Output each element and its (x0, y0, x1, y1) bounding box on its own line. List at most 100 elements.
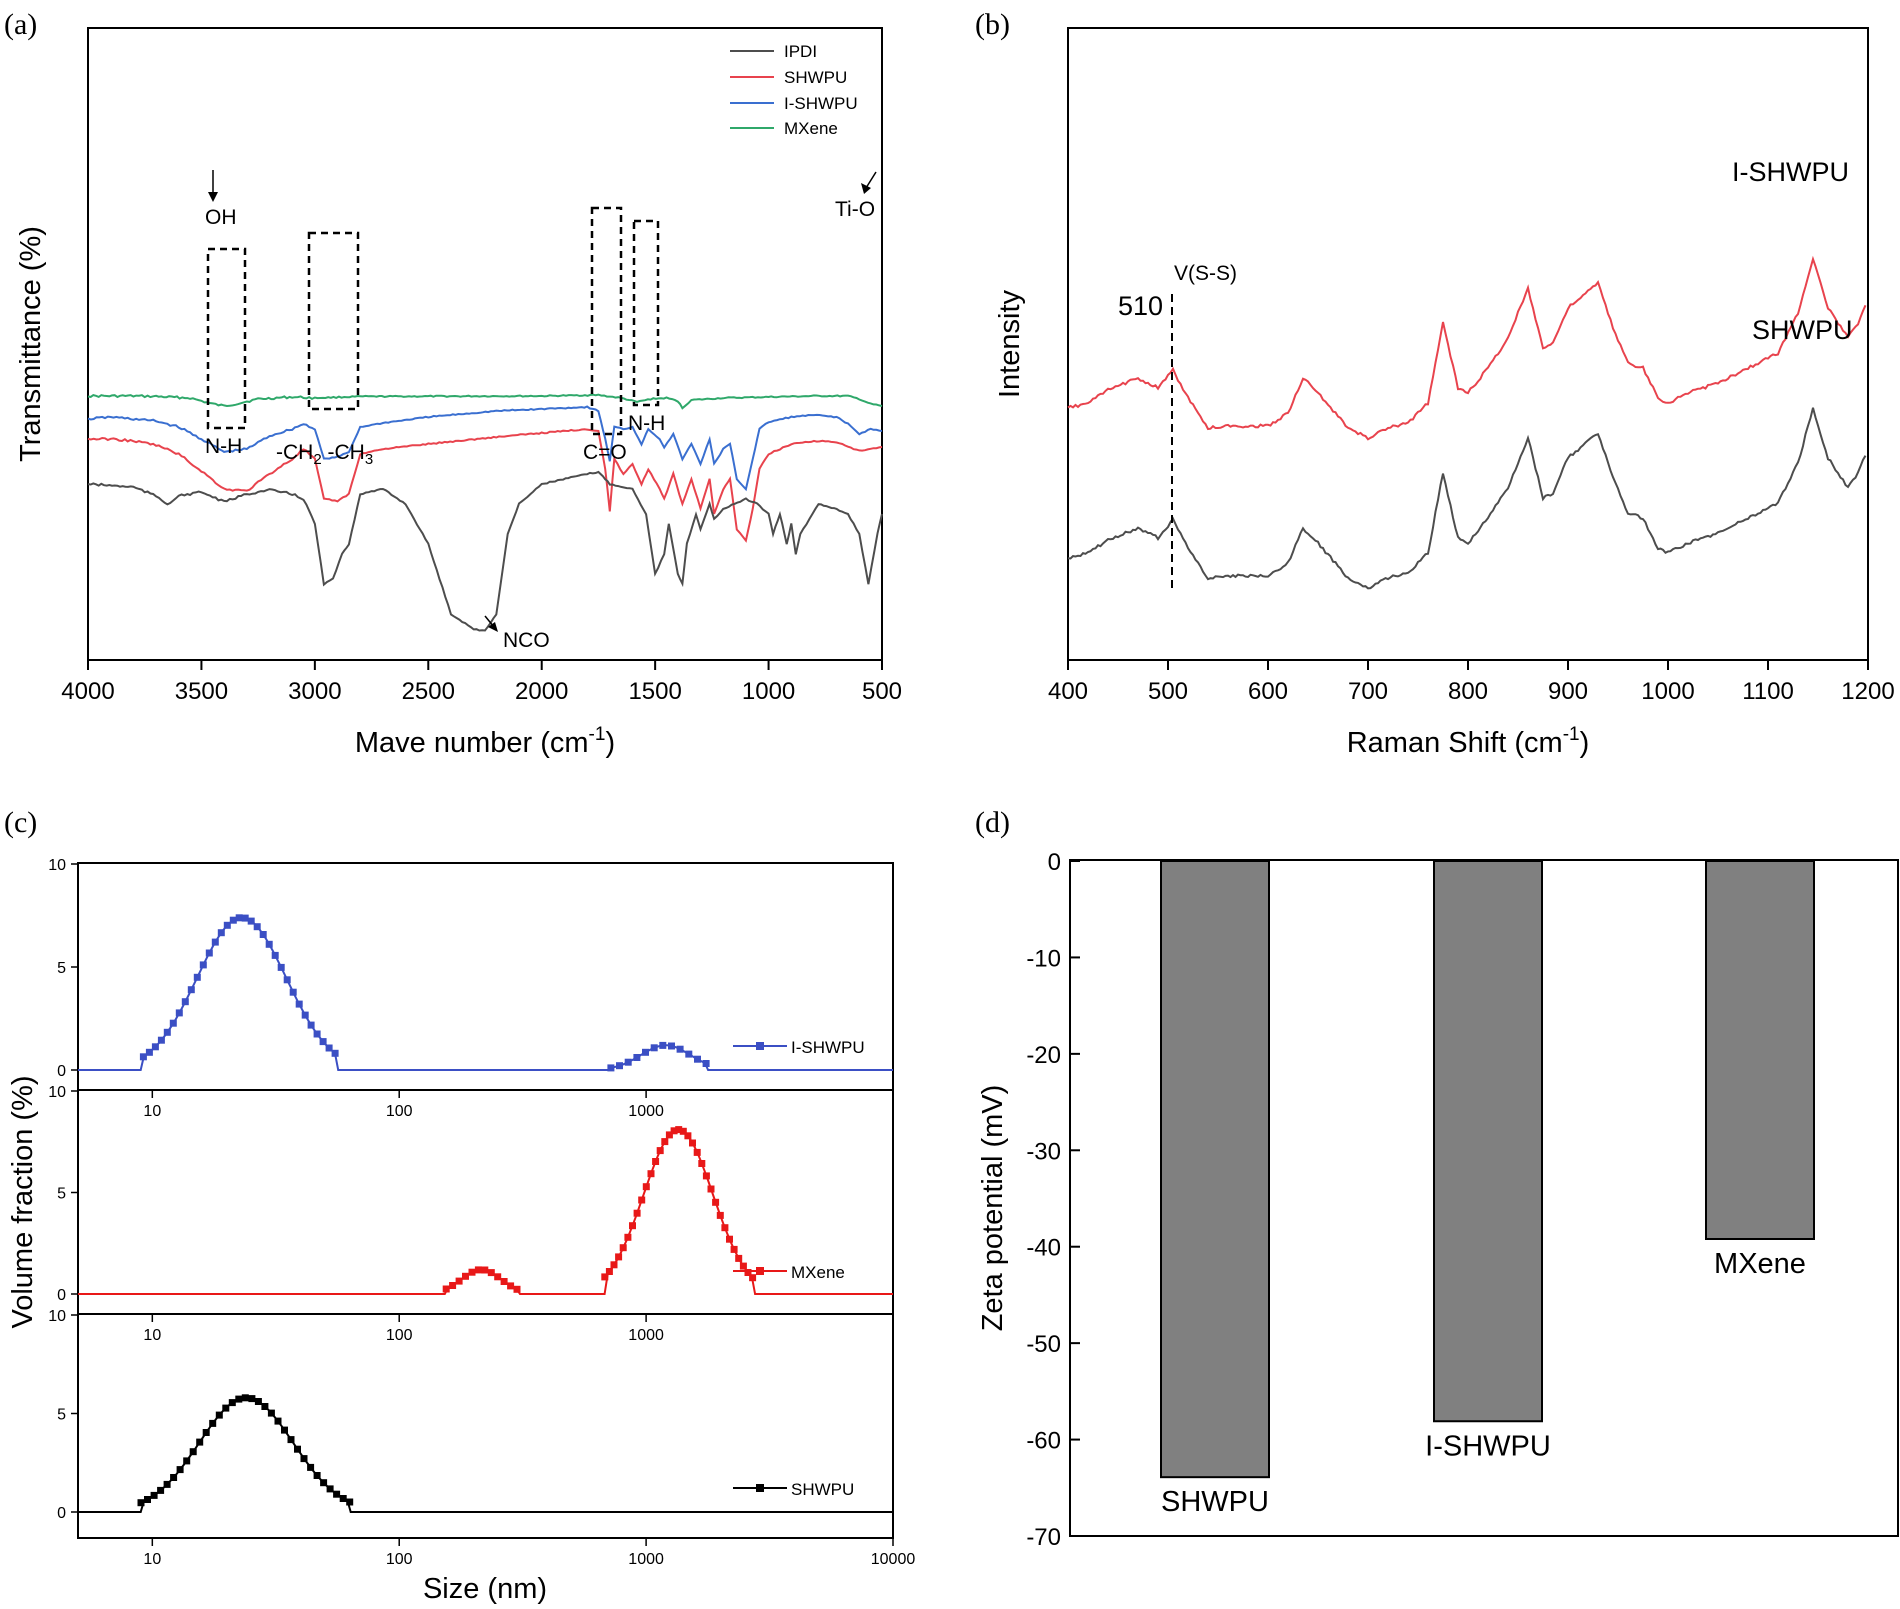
dls-marker-i-shwpu (642, 1048, 649, 1056)
dls-marker-i-shwpu (624, 1058, 632, 1066)
legend-label-ishwpu: I-SHWPU (784, 94, 858, 113)
annotation-nh-1: N-H (205, 435, 242, 458)
dls-marker-i-shwpu (253, 923, 261, 931)
dls-marker-mxene (647, 1170, 655, 1178)
dls-marker-mxene (513, 1285, 521, 1293)
y-axis-label-b: Intensity (994, 290, 1026, 398)
x-tick-label-c: 100 (386, 1327, 413, 1344)
bar-i-shwpu (1433, 860, 1543, 1423)
dls-marker-shwpu (163, 1480, 171, 1488)
annotation-ti-o: Ti-O (835, 198, 875, 221)
dls-marker-i-shwpu (650, 1044, 658, 1052)
dls-marker-mxene (487, 1269, 495, 1277)
panel-b: (b) 400 500 600 700 800 900 1000 1100 1200 510 V… (975, 8, 1895, 759)
dls-marker-i-shwpu (187, 986, 195, 994)
dls-marker-i-shwpu (247, 917, 255, 925)
dls-content: 0 5 10 10 100 1000 I-SHWPU 0 5 10 10 100 1000 MXene 0 5… (48, 857, 915, 1568)
x-tick-label-a: 1500 (628, 678, 681, 705)
dls-marker-mxene (624, 1233, 632, 1241)
panel-letter-a: (a) (4, 8, 37, 41)
plot-frame-b (1067, 27, 1869, 661)
x-tick-label-c: 1000 (628, 1327, 664, 1344)
box-nh-2 (632, 219, 660, 407)
legend-label-ipdi: IPDI (784, 42, 817, 61)
dls-marker-mxene (449, 1282, 457, 1289)
x-tick-label-c: 1000 (628, 1551, 664, 1568)
dls-marker-shwpu (274, 1417, 282, 1425)
dls-marker-i-shwpu (217, 929, 225, 937)
dls-marker-mxene (721, 1224, 729, 1232)
x-tick-label-b: 700 (1348, 678, 1388, 705)
raman-line-i-shwpu (1067, 255, 1867, 441)
dls-marker-mxene (494, 1273, 502, 1281)
y-tick-label-c: 5 (57, 960, 66, 977)
x-tick-label-b: 1100 (1742, 678, 1794, 705)
raman-series (1067, 255, 1867, 590)
annotation-ch2-ch3: -CH2 -CH3 (276, 441, 373, 468)
x-tick-label-a: 2500 (402, 678, 455, 705)
y-axis-label-a: Transmittance (%) (15, 226, 47, 462)
y-tick-label-c: 10 (48, 1084, 66, 1101)
panel-letter-c: (c) (4, 806, 37, 839)
dls-marker-i-shwpu (229, 916, 237, 924)
dls-marker-i-shwpu (331, 1049, 339, 1057)
dls-marker-i-shwpu (199, 961, 207, 969)
panel-letter-b: (b) (975, 8, 1010, 41)
dls-marker-i-shwpu (685, 1050, 693, 1058)
y-tick-label-d: -70 (1026, 1524, 1061, 1551)
panel-letter-d: (d) (975, 806, 1010, 839)
legend-marker-i-shwpu (756, 1042, 764, 1050)
annotation-510: 510 (1118, 291, 1163, 321)
x-axis-label-c: Size (nm) (423, 1573, 547, 1605)
dls-marker-i-shwpu (325, 1044, 333, 1052)
dls-marker-mxene (693, 1148, 701, 1156)
dls-marker-shwpu (307, 1463, 315, 1471)
raman-line-shwpu (1067, 407, 1867, 590)
dls-marker-i-shwpu (289, 988, 297, 996)
dls-marker-mxene (500, 1278, 508, 1285)
dls-marker-mxene (730, 1245, 738, 1253)
legend-label-i-shwpu: I-SHWPU (791, 1038, 865, 1057)
dls-marker-i-shwpu (205, 949, 213, 957)
dls-marker-i-shwpu (163, 1028, 171, 1036)
y-tick-label-c: 10 (48, 1308, 66, 1325)
dls-marker-shwpu (189, 1448, 197, 1456)
y-tick-label-d: -30 (1026, 1138, 1061, 1165)
x-tick-label-b: 1000 (1641, 678, 1694, 705)
x-tick-label-c: 100 (386, 1551, 413, 1568)
x-tick-label-a: 3500 (175, 678, 228, 705)
arrow-nco (484, 615, 498, 632)
legend-label-shwpu: SHWPU (784, 68, 847, 87)
dls-marker-mxene (661, 1138, 669, 1146)
x-tick-label-c: 1000 (628, 1103, 664, 1120)
x-tick-label-a: 4000 (61, 678, 114, 705)
dls-marker-i-shwpu (139, 1053, 147, 1061)
plot-frame-a (87, 27, 883, 661)
dls-marker-i-shwpu (223, 921, 231, 929)
dls-marker-mxene (652, 1158, 660, 1165)
dls-marker-mxene (605, 1268, 613, 1275)
dls-line-shwpu (78, 1396, 893, 1513)
dls-marker-mxene (716, 1211, 724, 1219)
dls-marker-i-shwpu (151, 1043, 159, 1051)
subplot-frame-shwpu (77, 1313, 894, 1539)
dls-marker-mxene (744, 1269, 752, 1276)
dls-marker-shwpu (137, 1499, 145, 1507)
dls-marker-mxene (702, 1172, 710, 1180)
x-tick-label-a: 3000 (288, 678, 341, 705)
dls-marker-mxene (707, 1185, 715, 1193)
x-tick-label-a: 1000 (742, 678, 795, 705)
x-tick-label-c: 10000 (871, 1551, 916, 1568)
bar-label-mxene: MXene (1714, 1248, 1806, 1280)
dls-marker-shwpu (333, 1490, 341, 1498)
dls-marker-i-shwpu (145, 1048, 153, 1056)
ftir-series (87, 393, 883, 632)
dls-marker-mxene (739, 1262, 747, 1270)
label-ishwpu-raman: I-SHWPU (1732, 157, 1849, 187)
dls-marker-i-shwpu (259, 931, 267, 938)
dls-marker-shwpu (254, 1398, 262, 1405)
label-shwpu-raman: SHWPU (1752, 315, 1853, 345)
dls-marker-shwpu (294, 1445, 301, 1453)
y-axis-label-c: Volume fraction (%) (7, 1075, 39, 1328)
dls-marker-shwpu (326, 1485, 334, 1493)
